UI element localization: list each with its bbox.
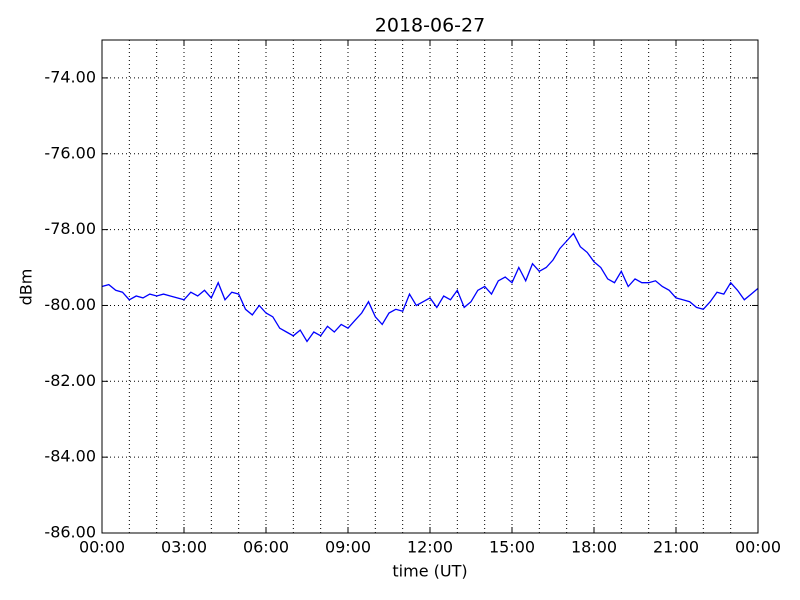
- x-tick-label: 21:00: [653, 538, 699, 557]
- y-tick-label: -82.00: [44, 371, 96, 390]
- y-axis-label: dBm: [17, 269, 36, 306]
- chart-title: 2018-06-27: [375, 15, 485, 37]
- x-tick-label: 15:00: [489, 538, 535, 557]
- x-tick-label: 09:00: [325, 538, 371, 557]
- x-tick-label: 00:00: [735, 538, 781, 557]
- y-tick-label: -86.00: [44, 523, 96, 542]
- y-tick-label: -76.00: [44, 143, 96, 162]
- x-tick-label: 12:00: [407, 538, 453, 557]
- y-tick-label: -80.00: [44, 295, 96, 314]
- y-tick-label: -78.00: [44, 219, 96, 238]
- x-axis-label: time (UT): [392, 562, 467, 581]
- x-tick-label: 18:00: [571, 538, 617, 557]
- y-tick-label: -84.00: [44, 447, 96, 466]
- plot-frame: [101, 39, 759, 534]
- x-tick-label: 03:00: [161, 538, 207, 557]
- y-tick-label: -74.00: [44, 67, 96, 86]
- x-tick-label: 06:00: [243, 538, 289, 557]
- x-tick-label: 00:00: [79, 538, 125, 557]
- data-line: [101, 232, 759, 343]
